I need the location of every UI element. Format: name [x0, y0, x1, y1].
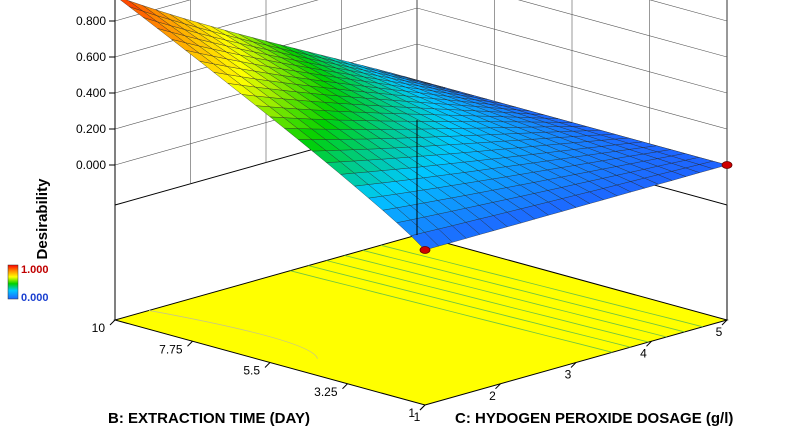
- z-tick-label: 0.200: [76, 122, 106, 136]
- x-axis-title: C: HYDOGEN PEROXIDE DOSAGE (g/l): [455, 410, 733, 427]
- surface-cell: [120, 0, 143, 12]
- y-tick-mark: [419, 404, 426, 411]
- floor-contour: [308, 265, 631, 348]
- y-tick-mark: [187, 340, 193, 347]
- z-tick-label: 0.800: [76, 14, 106, 28]
- y-axis-title: B: EXTRACTION TIME (DAY): [108, 410, 310, 427]
- y-tick-label: 10: [92, 321, 106, 335]
- floor-contour: [380, 244, 703, 328]
- response-surface: [120, 0, 728, 251]
- floor-contour: [290, 270, 613, 353]
- y-tick-mark: [342, 383, 348, 390]
- floor-contour: [326, 260, 649, 343]
- x-tick-mark: [646, 340, 652, 347]
- design-points: [419, 161, 733, 254]
- z-tick-label: 0.400: [76, 86, 106, 100]
- box-frame: [114, 0, 728, 320]
- x-tick-label: 3: [565, 368, 572, 382]
- y-tick-label: 3.25: [314, 385, 338, 399]
- floor-contour-plane: [113, 234, 729, 406]
- legend-min-label: 0.000: [21, 292, 49, 304]
- z-tick-label: 0.000: [76, 158, 106, 172]
- floor-contour: [148, 310, 318, 359]
- x-tick-mark: [570, 362, 577, 368]
- floor-contour: [344, 254, 667, 338]
- z-axis-title: Desirability: [34, 178, 51, 260]
- design-point: [721, 161, 733, 169]
- y-tick-label: 1: [408, 406, 415, 420]
- x-tick-label: 5: [716, 325, 723, 339]
- x-tick-label: 1: [414, 410, 421, 424]
- y-tick-mark: [109, 319, 116, 326]
- legend-color-bar: [7, 264, 19, 300]
- y-tick-label: 5.5: [243, 364, 260, 378]
- y-tick-label: 7.75: [159, 342, 183, 356]
- x-tick-label: 4: [640, 346, 647, 360]
- legend-max-label: 1.000: [21, 264, 49, 276]
- floor-plane: [113, 234, 729, 406]
- y-tick-mark: [264, 362, 271, 368]
- design-point: [419, 246, 431, 254]
- z-tick-label: 0.600: [76, 50, 106, 64]
- x-tick-mark: [721, 319, 728, 326]
- y-axis-ticks: 1 3.25 5.5 7.75 10: [92, 319, 426, 420]
- floor-contour: [362, 249, 685, 333]
- x-tick-label: 2: [489, 389, 496, 403]
- color-legend: 1.000 0.000: [7, 264, 49, 304]
- x-tick-mark: [495, 383, 501, 390]
